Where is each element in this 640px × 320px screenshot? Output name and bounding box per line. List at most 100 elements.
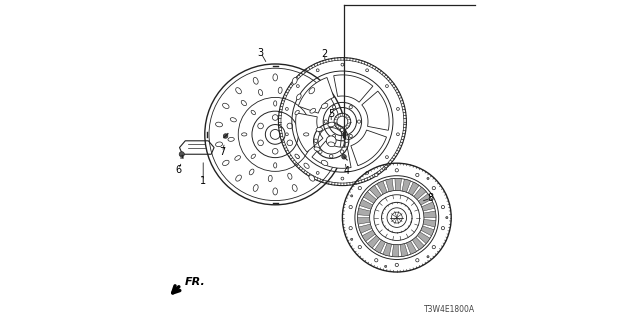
Ellipse shape [253,185,258,191]
Text: T3W4E1800A: T3W4E1800A [424,305,475,314]
Ellipse shape [228,137,234,141]
Circle shape [333,106,336,109]
Polygon shape [421,226,434,236]
Circle shape [351,238,353,240]
Ellipse shape [328,122,335,127]
Ellipse shape [236,175,241,181]
Circle shape [319,128,322,132]
Polygon shape [360,199,372,209]
Circle shape [223,134,228,138]
Polygon shape [414,187,426,200]
Ellipse shape [230,118,236,122]
Polygon shape [383,243,392,256]
Ellipse shape [309,88,315,94]
Polygon shape [296,113,323,152]
Circle shape [385,85,388,87]
Polygon shape [402,179,411,192]
Ellipse shape [274,101,276,106]
Ellipse shape [251,154,255,158]
Circle shape [296,156,300,158]
Polygon shape [351,130,387,166]
Ellipse shape [273,74,278,81]
Text: 8: 8 [428,193,433,204]
Circle shape [285,108,288,110]
Circle shape [340,150,344,154]
Circle shape [296,85,300,87]
Ellipse shape [321,103,328,108]
Polygon shape [362,91,389,130]
Ellipse shape [292,77,297,84]
Ellipse shape [288,173,292,179]
Circle shape [351,195,353,197]
Circle shape [324,120,328,123]
Ellipse shape [253,77,258,84]
Circle shape [258,123,264,129]
Circle shape [395,263,399,267]
Circle shape [385,265,387,268]
Circle shape [349,227,352,230]
Circle shape [341,63,344,66]
Ellipse shape [303,133,309,136]
Circle shape [349,106,353,109]
Circle shape [270,130,280,139]
Ellipse shape [316,127,323,132]
Polygon shape [362,230,375,241]
Polygon shape [359,224,372,233]
Polygon shape [377,181,387,194]
Ellipse shape [273,188,278,195]
Circle shape [258,140,264,146]
Circle shape [416,259,419,262]
Circle shape [330,124,333,127]
Circle shape [374,173,378,177]
Ellipse shape [314,147,320,151]
Ellipse shape [251,110,255,115]
Polygon shape [422,202,435,211]
Polygon shape [333,75,373,102]
Ellipse shape [235,156,241,160]
Ellipse shape [259,90,262,96]
Polygon shape [408,182,419,195]
Circle shape [442,227,445,230]
Polygon shape [364,192,376,203]
Circle shape [330,155,333,158]
Circle shape [427,177,429,180]
Circle shape [427,256,429,258]
Circle shape [179,152,184,157]
Ellipse shape [321,160,328,165]
Ellipse shape [236,88,241,94]
Circle shape [345,139,348,142]
Circle shape [387,208,406,228]
Circle shape [432,187,435,190]
Polygon shape [386,179,394,192]
Polygon shape [367,236,380,248]
Ellipse shape [223,160,229,165]
Text: 6: 6 [175,164,182,175]
Ellipse shape [296,94,301,100]
Ellipse shape [278,87,282,93]
Circle shape [385,168,387,170]
Ellipse shape [304,163,309,168]
Polygon shape [406,241,417,254]
Polygon shape [374,240,385,253]
Text: 2: 2 [322,49,328,60]
Ellipse shape [216,142,223,147]
Ellipse shape [216,122,223,127]
Text: 3: 3 [258,48,264,58]
Ellipse shape [310,108,316,113]
Circle shape [397,133,399,136]
Ellipse shape [268,175,272,182]
Text: 7: 7 [220,147,225,157]
Circle shape [349,205,352,209]
Polygon shape [312,141,351,168]
Circle shape [442,205,445,209]
Circle shape [316,69,319,72]
Circle shape [349,134,353,138]
Circle shape [358,187,362,190]
Polygon shape [369,185,381,198]
Circle shape [445,217,448,219]
Circle shape [385,156,388,158]
Circle shape [416,173,419,177]
Text: 5: 5 [328,108,334,119]
Polygon shape [392,244,399,257]
Ellipse shape [292,185,297,191]
